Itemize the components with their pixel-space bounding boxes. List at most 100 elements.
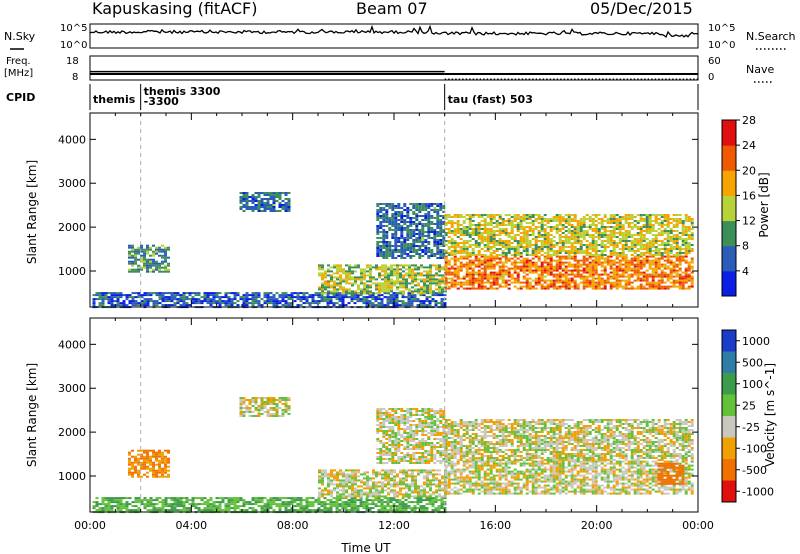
echo-cell (98, 296, 102, 299)
echo-cell (666, 248, 670, 250)
echo-cell (486, 257, 490, 260)
echo-cell (591, 267, 595, 270)
echo-cell (399, 282, 402, 285)
echo-cell (663, 244, 667, 246)
echo-cell (385, 225, 389, 227)
echo-cell (345, 288, 348, 291)
echo-cell (284, 505, 288, 508)
echo-cell (588, 228, 592, 230)
echo-cell (433, 211, 437, 213)
echo-cell (351, 290, 354, 293)
echo-cell (519, 226, 523, 228)
echo-cell (516, 273, 520, 276)
echo-cell (588, 261, 592, 264)
echo-cell (107, 509, 111, 512)
echo-cell (495, 261, 499, 264)
echo-cell (594, 254, 598, 256)
echo-cell (675, 236, 679, 238)
echo-cell (430, 231, 434, 233)
echo-cell (543, 275, 547, 278)
echo-cell (474, 277, 478, 280)
echo-cell (480, 267, 484, 270)
echo-cell (155, 268, 158, 271)
echo-cell (140, 304, 144, 307)
echo-cell (549, 263, 553, 266)
echo-cell (558, 255, 562, 258)
echo-cell (450, 285, 454, 288)
echo-cell (398, 499, 402, 502)
echo-cell (263, 292, 267, 295)
echo-cell (642, 271, 646, 274)
echo-cell (227, 499, 231, 502)
echo-cell (519, 246, 523, 248)
echo-cell (456, 226, 460, 228)
echo-cell (567, 214, 571, 216)
echo-cell (540, 285, 544, 288)
echo-cell (396, 264, 399, 267)
echo-cell (197, 292, 201, 295)
echo-cell (381, 268, 384, 271)
echo-cell (143, 262, 146, 265)
echo-cell (597, 238, 601, 240)
echo-cell (146, 270, 149, 273)
echo-cell (385, 251, 389, 253)
echo-cell (654, 269, 658, 272)
echo-cell (675, 214, 679, 216)
echo-cell (549, 279, 553, 282)
echo-cell (633, 250, 637, 252)
echo-cell (651, 230, 655, 232)
echo-cell (406, 249, 410, 251)
echo-cell (621, 238, 625, 240)
echo-cell (690, 248, 694, 250)
echo-cell (412, 255, 416, 257)
echo-cell (242, 200, 246, 202)
echo-cell (423, 270, 426, 273)
echo-cell (687, 273, 691, 276)
echo-cell (391, 251, 395, 253)
echo-cell (430, 249, 434, 251)
echo-cell (381, 274, 384, 277)
echo-cell (426, 270, 429, 273)
echo-cell (594, 244, 598, 246)
echo-cell (299, 509, 303, 512)
echo-cell (573, 216, 577, 218)
echo-cell (615, 242, 619, 244)
echo-cell (657, 222, 661, 224)
echo-cell (528, 222, 532, 224)
echo-cell (627, 222, 631, 224)
echo-cell (642, 234, 646, 236)
echo-cell (395, 507, 399, 510)
echo-cell (687, 218, 691, 220)
echo-cell (483, 224, 487, 226)
echo-cell (480, 271, 484, 274)
echo-cell (648, 240, 652, 242)
echo-cell (528, 271, 532, 274)
echo-cell (397, 255, 401, 257)
echo-cell (663, 273, 667, 276)
echo-cell (385, 243, 389, 245)
echo-cell (404, 503, 408, 506)
echo-cell (305, 509, 309, 512)
echo-cell (436, 241, 440, 243)
echo-cell (447, 216, 451, 218)
echo-cell (639, 277, 643, 280)
echo-cell (215, 292, 219, 295)
echo-cell (492, 214, 496, 216)
echo-cell (131, 256, 134, 259)
echo-cell (143, 292, 147, 295)
echo-cell (648, 242, 652, 244)
echo-cell (486, 216, 490, 218)
echo-cell (489, 224, 493, 226)
echo-cell (540, 273, 544, 276)
echo-cell (639, 285, 643, 288)
echo-cell (245, 294, 249, 297)
echo-cell (442, 235, 446, 237)
echo-cell (227, 296, 231, 299)
echo-cell (363, 284, 366, 287)
echo-cell (429, 284, 432, 287)
echo-cell (302, 302, 306, 305)
echo-cell (284, 503, 288, 506)
echo-cell (128, 250, 131, 253)
echo-cell (333, 286, 336, 289)
echo-cell (275, 302, 279, 305)
